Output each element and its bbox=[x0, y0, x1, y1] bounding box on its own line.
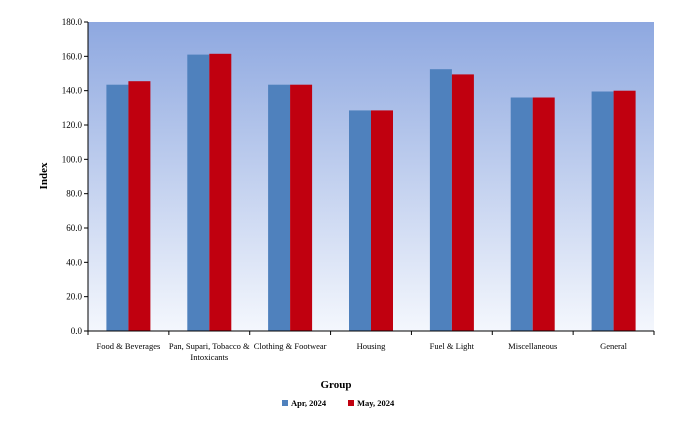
bar-apr-2 bbox=[268, 84, 291, 331]
bar-may-3 bbox=[371, 110, 393, 332]
y-tick-label: 0.0 bbox=[71, 326, 83, 336]
y-ticks-group: 0.0 20.0 40.0 60.0 80.0 100.0 120.0 140.0 160.0 1… bbox=[62, 17, 88, 336]
x-axis-title: Group bbox=[321, 379, 352, 391]
x-category-label: Pan, Supari, Tobacco & Intoxicants bbox=[169, 341, 250, 362]
y-tick-label: 60.0 bbox=[66, 223, 82, 233]
bars-group bbox=[106, 53, 636, 332]
x-category-label: Housing bbox=[357, 341, 387, 351]
y-tick-label: 20.0 bbox=[66, 292, 82, 302]
y-tick-label: 140.0 bbox=[62, 86, 83, 96]
bar-apr-1 bbox=[187, 54, 210, 331]
x-category-label: Food & Beverages bbox=[97, 341, 161, 351]
y-tick-label: 180.0 bbox=[62, 17, 83, 27]
x-category-label: Fuel & Light bbox=[430, 341, 475, 351]
x-categories-group: Food & Beverages Pan, Supari, Tobacco & In… bbox=[87, 331, 655, 362]
bar-apr-4 bbox=[429, 69, 452, 331]
legend-label-apr: Apr, 2024 bbox=[291, 398, 327, 408]
legend-label-may: May, 2024 bbox=[357, 398, 395, 408]
y-tick-label: 100.0 bbox=[62, 154, 83, 164]
legend-swatch-may bbox=[348, 400, 354, 406]
bar-may-4 bbox=[451, 74, 474, 332]
bar-may-6 bbox=[613, 90, 636, 331]
bar-apr-5 bbox=[510, 97, 533, 331]
bar-may-1 bbox=[209, 53, 232, 332]
x-category-label: Miscellaneous bbox=[508, 341, 557, 351]
bar-may-5 bbox=[532, 97, 555, 331]
y-axis-title: Index bbox=[38, 162, 50, 189]
x-category-label: General bbox=[600, 341, 628, 351]
x-category-label: Clothing & Footwear bbox=[254, 341, 327, 351]
bar-may-0 bbox=[128, 81, 151, 331]
y-tick-label: 80.0 bbox=[66, 189, 82, 199]
bar-may-2 bbox=[290, 84, 313, 331]
legend: Apr, 2024 May, 2024 bbox=[282, 398, 395, 408]
legend-swatch-apr bbox=[282, 400, 288, 406]
y-tick-label: 160.0 bbox=[62, 51, 83, 61]
bar-apr-0 bbox=[106, 84, 129, 331]
bar-apr-3 bbox=[349, 110, 371, 332]
bar-apr-6 bbox=[591, 91, 614, 331]
y-tick-label: 120.0 bbox=[62, 120, 83, 130]
axes-group bbox=[87, 22, 654, 332]
y-tick-label: 40.0 bbox=[66, 257, 82, 267]
